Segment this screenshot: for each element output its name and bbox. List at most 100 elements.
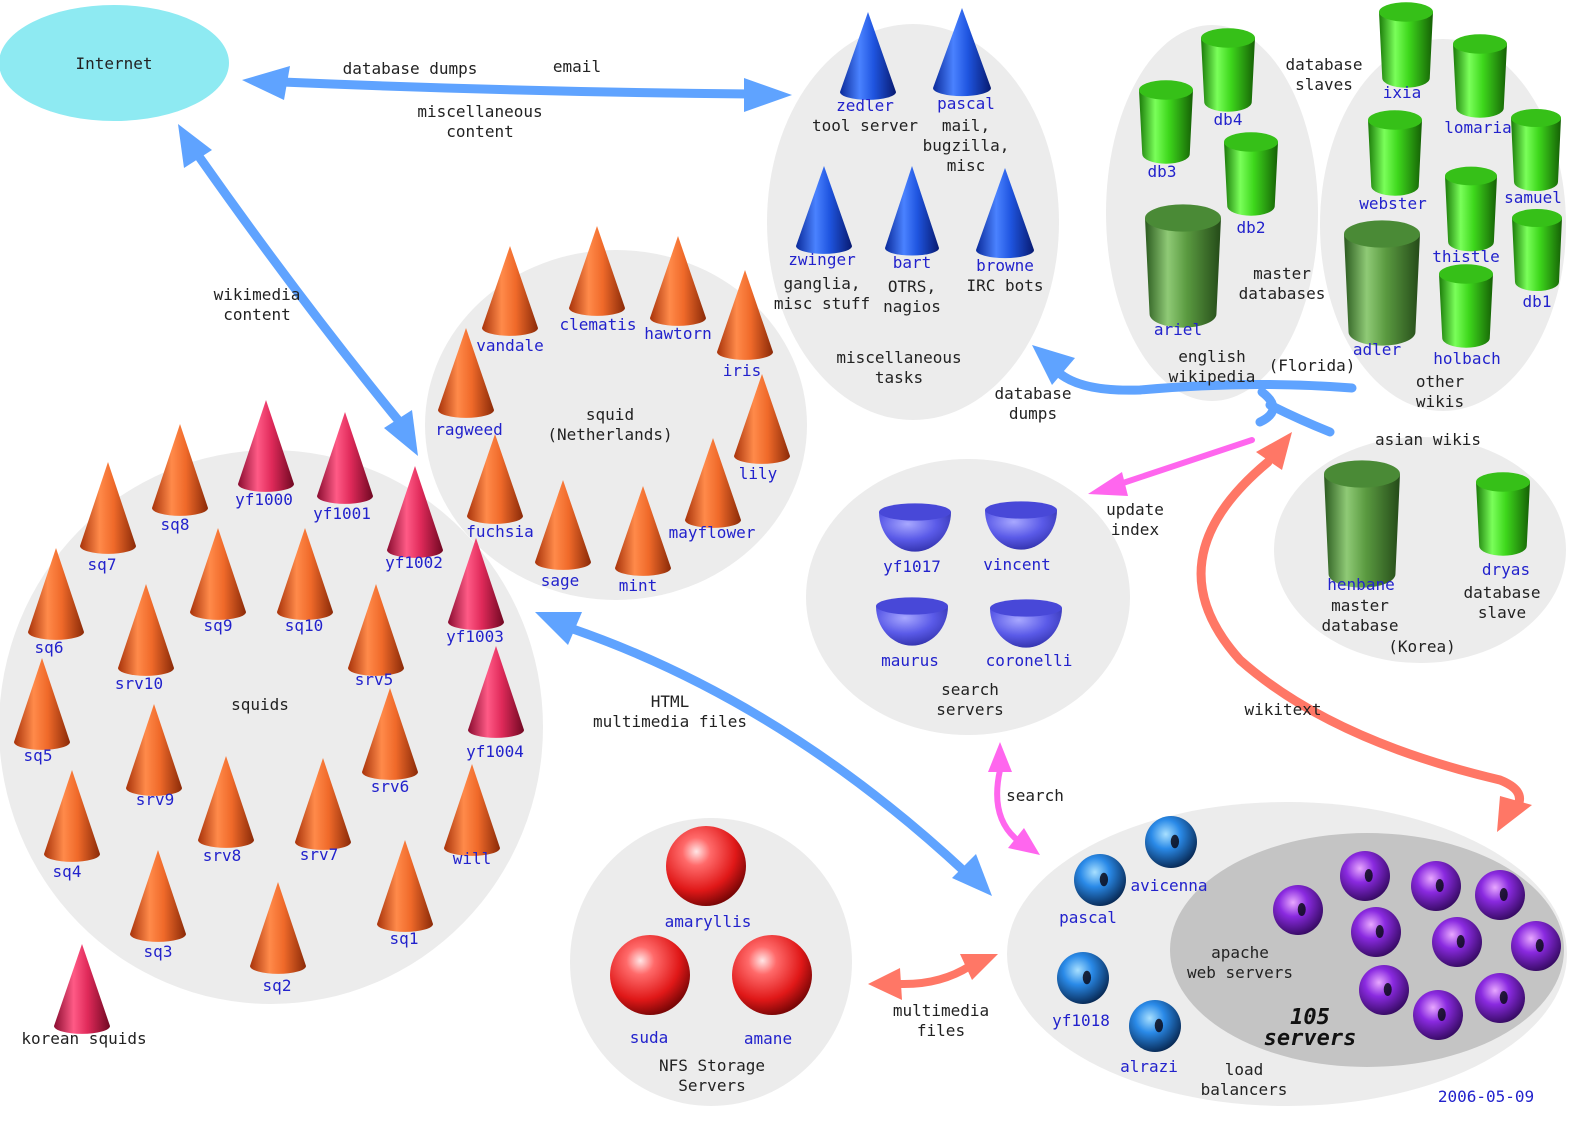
apache-server-icon[interactable] <box>1432 917 1482 967</box>
load-balancer-pascal[interactable] <box>1074 854 1126 906</box>
arrow-internet-squids[interactable] <box>195 153 403 425</box>
db-thistle[interactable] <box>1445 166 1497 252</box>
server-pascal[interactable] <box>933 8 991 97</box>
group-label-english-wikipedia: wikipedia <box>1169 367 1256 386</box>
squid-sq9[interactable] <box>190 528 247 620</box>
db-holbach[interactable] <box>1439 264 1493 348</box>
apache-server-icon[interactable] <box>1413 990 1463 1040</box>
squid-sq1[interactable] <box>377 840 434 932</box>
squid-sq4[interactable] <box>44 770 101 862</box>
squid-yf1000[interactable] <box>238 400 294 492</box>
link-label-update-index: index <box>1111 520 1160 539</box>
squid-yf1004[interactable] <box>468 646 524 738</box>
arrow-multimedia-files[interactable] <box>896 962 974 989</box>
nfs-suda[interactable] <box>610 935 690 1015</box>
arrow-internet-misc[interactable] <box>277 77 757 99</box>
arrow-database-dumps[interactable] <box>1053 367 1357 395</box>
db-ariel[interactable] <box>1145 204 1221 328</box>
apache-server-icon[interactable] <box>1475 870 1525 920</box>
arrow-update-index[interactable] <box>1117 437 1255 487</box>
squid-sq3[interactable] <box>130 850 186 942</box>
server-label: srv8 <box>203 846 242 865</box>
search-maurus[interactable] <box>876 597 948 646</box>
db-ixia[interactable] <box>1379 2 1433 88</box>
server-zedler[interactable] <box>840 12 896 100</box>
db-db1[interactable] <box>1512 209 1562 291</box>
apache-server-icon[interactable] <box>1475 973 1525 1023</box>
squid-srv10[interactable] <box>118 584 174 676</box>
link-label-html-multimedia: HTML <box>651 692 690 711</box>
server-bart[interactable] <box>885 166 939 256</box>
search-yf1017[interactable] <box>879 503 951 552</box>
search-coronelli[interactable] <box>990 599 1062 648</box>
squid-lily[interactable] <box>734 374 790 464</box>
load-balancer-yf1018[interactable] <box>1057 952 1109 1004</box>
squid-srv5[interactable] <box>348 584 404 676</box>
db-db4[interactable] <box>1201 28 1255 112</box>
nfs-amaryllis[interactable] <box>666 826 746 906</box>
squid-mint[interactable] <box>615 486 671 576</box>
arrow-search[interactable] <box>994 767 1018 841</box>
squid-sq7[interactable] <box>80 462 136 554</box>
squid-iris[interactable] <box>717 270 773 360</box>
group-label-squid-netherlands: (Netherlands) <box>547 425 672 444</box>
squid-ragweed[interactable] <box>438 328 495 418</box>
squid-sq8[interactable] <box>152 424 208 516</box>
group-label-korea: (Korea) <box>1388 637 1455 656</box>
server-browne[interactable] <box>976 168 1034 259</box>
db-webster[interactable] <box>1368 110 1422 196</box>
internet-cloud[interactable] <box>0 5 229 121</box>
squid-sq10[interactable] <box>277 528 333 620</box>
arrow-html-multimedia[interactable] <box>565 623 970 877</box>
squid-mayflower[interactable] <box>685 438 741 528</box>
squid-fuchsia[interactable] <box>467 434 523 524</box>
server-label: sq4 <box>53 862 82 881</box>
db-samuel[interactable] <box>1511 109 1561 191</box>
korean-squid[interactable] <box>54 944 110 1034</box>
db-lomaria[interactable] <box>1453 34 1507 118</box>
apache-server-icon[interactable] <box>1411 861 1461 911</box>
group-label-english-wikipedia: english <box>1178 347 1245 366</box>
db-db2[interactable] <box>1224 132 1278 216</box>
server-description: misc <box>947 156 986 175</box>
db-db3[interactable] <box>1139 80 1193 164</box>
server-label: sage <box>541 571 580 590</box>
load-balancer-avicenna[interactable] <box>1145 816 1197 868</box>
server-label: db4 <box>1214 110 1243 129</box>
link-label-update-index: update <box>1106 500 1164 519</box>
server-description: misc stuff <box>774 294 870 313</box>
squid-sq6[interactable] <box>28 548 84 640</box>
server-zwinger[interactable] <box>796 166 852 254</box>
db-dryas[interactable] <box>1476 472 1530 556</box>
apache-server-icon[interactable] <box>1511 921 1561 971</box>
nfs-amane[interactable] <box>732 935 812 1015</box>
squid-srv9[interactable] <box>126 704 182 796</box>
search-vincent[interactable] <box>985 501 1057 550</box>
squid-srv7[interactable] <box>295 758 351 850</box>
server-label: mint <box>619 576 658 595</box>
db-adler[interactable] <box>1344 220 1420 346</box>
squid-sq2[interactable] <box>250 882 306 974</box>
squid-yf1003[interactable] <box>448 538 504 630</box>
server-label: sq1 <box>390 929 419 948</box>
squid-sage[interactable] <box>535 480 591 570</box>
squid-clematis[interactable] <box>569 226 625 316</box>
arrowhead <box>1008 828 1040 855</box>
arrow-wikitext[interactable] <box>1196 457 1524 810</box>
squid-hawtorn[interactable] <box>650 236 706 326</box>
arrowhead <box>1497 796 1532 832</box>
squid-yf1001[interactable] <box>317 412 373 504</box>
apache-server-icon[interactable] <box>1273 885 1323 935</box>
squid-will[interactable] <box>444 764 500 856</box>
squid-yf1002[interactable] <box>387 466 443 558</box>
squid-vandale[interactable] <box>482 246 538 336</box>
server-label: webster <box>1359 194 1427 213</box>
load-balancer-alrazi[interactable] <box>1129 1000 1181 1052</box>
squid-sq5[interactable] <box>14 658 70 750</box>
apache-server-icon[interactable] <box>1359 965 1409 1015</box>
squid-srv6[interactable] <box>362 688 418 780</box>
apache-server-icon[interactable] <box>1351 907 1401 957</box>
db-henbane[interactable] <box>1324 460 1400 588</box>
apache-server-icon[interactable] <box>1340 851 1390 901</box>
squid-srv8[interactable] <box>198 756 254 848</box>
